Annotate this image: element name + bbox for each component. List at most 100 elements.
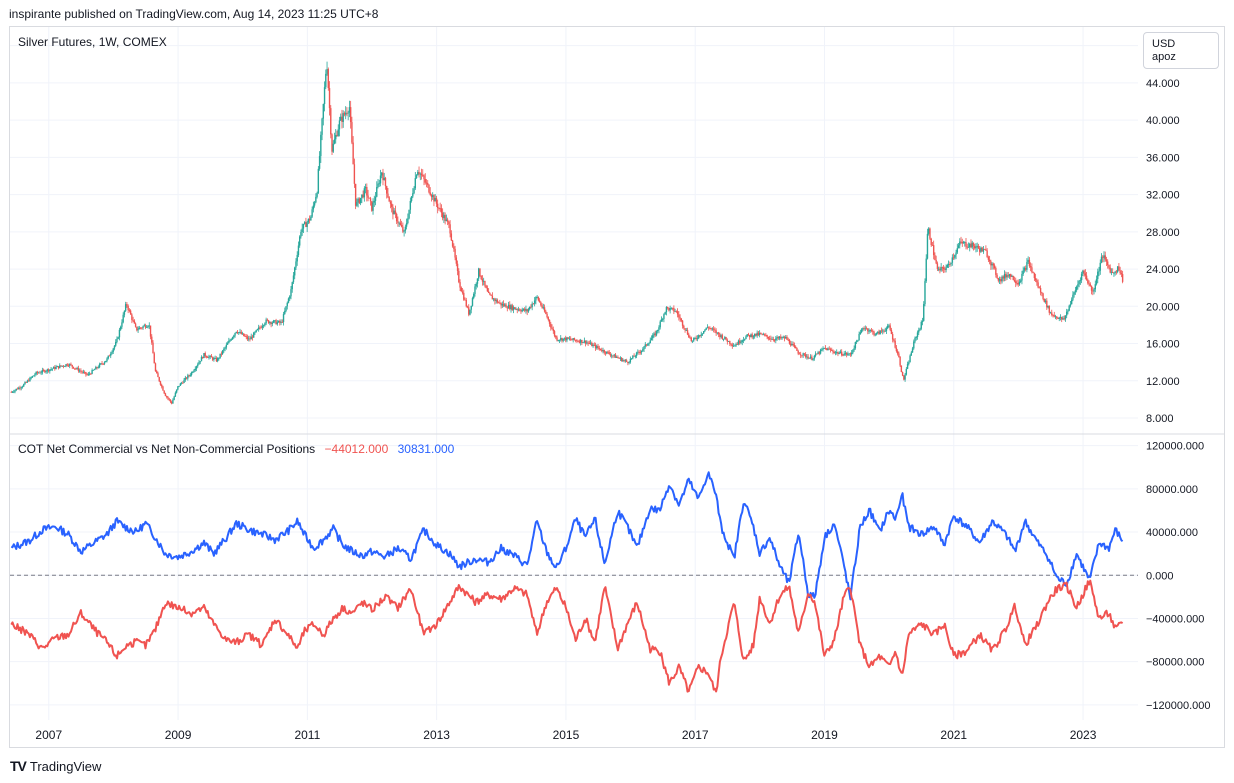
candle-body xyxy=(1094,284,1096,290)
candle-body xyxy=(709,328,711,329)
candle-body xyxy=(1052,314,1054,316)
candle-body xyxy=(66,364,68,366)
candle-body xyxy=(32,375,35,377)
candle-body xyxy=(874,334,876,336)
candle-body xyxy=(666,306,669,308)
candle-body xyxy=(716,332,719,334)
candle-body xyxy=(424,179,426,183)
candle-body xyxy=(1051,312,1053,315)
candle-body xyxy=(756,332,758,336)
candle-body xyxy=(1034,278,1037,281)
candle-body xyxy=(372,202,374,211)
candle-body xyxy=(11,391,14,393)
candle-body xyxy=(10,391,12,393)
candle-body xyxy=(970,243,972,248)
candle-body xyxy=(193,370,195,373)
candle-body xyxy=(528,306,531,310)
candle-body xyxy=(908,362,910,365)
candle-body xyxy=(937,268,940,270)
candle-body xyxy=(704,329,706,332)
candle-body xyxy=(270,322,272,324)
candle-body xyxy=(612,355,614,357)
candle-body xyxy=(402,226,404,232)
candle-body xyxy=(803,353,806,355)
candle-body xyxy=(60,365,62,367)
candle-body xyxy=(491,295,494,300)
candle-body xyxy=(949,264,951,265)
candle-body xyxy=(592,344,594,347)
candle-body xyxy=(281,321,283,323)
candle-body xyxy=(418,171,420,175)
candle-body xyxy=(432,195,434,197)
indicator-legend[interactable]: COT Net Commercial vs Net Non-Commercial… xyxy=(18,442,454,456)
candle-body xyxy=(560,338,562,340)
candle-body xyxy=(720,335,722,337)
candle-body xyxy=(92,369,95,371)
candle-body xyxy=(929,228,931,239)
candle-body xyxy=(898,353,900,357)
candle-body xyxy=(1078,281,1080,285)
candle-body xyxy=(449,224,451,234)
candle-body xyxy=(471,298,474,306)
candle-body xyxy=(1018,281,1021,285)
candle-body xyxy=(586,342,588,344)
candle-body xyxy=(67,365,70,367)
candle-body xyxy=(505,304,507,308)
candle-body xyxy=(531,303,533,308)
candle-body xyxy=(959,241,961,246)
candle-body xyxy=(1057,317,1059,319)
candle-body xyxy=(354,183,357,206)
candle-body xyxy=(548,319,551,324)
candle-body xyxy=(301,228,303,233)
candle-body xyxy=(1041,292,1043,294)
candle-body xyxy=(955,252,957,255)
candle-body xyxy=(393,210,395,215)
candle-body xyxy=(102,363,104,365)
candle-body xyxy=(262,325,265,327)
candle-body xyxy=(896,351,899,354)
candle-body xyxy=(436,203,439,208)
candle-body xyxy=(761,333,763,335)
candle-body xyxy=(85,372,87,375)
candle-body xyxy=(596,346,598,349)
candle-body xyxy=(1016,283,1018,284)
candle-body xyxy=(512,307,515,310)
currency-unit-box[interactable]: USD apoz xyxy=(1143,32,1219,69)
candle-body xyxy=(405,223,408,227)
candle-body xyxy=(260,327,262,329)
candle-body xyxy=(558,339,561,341)
candle-body xyxy=(693,338,695,341)
candle-body xyxy=(915,337,917,338)
tradingview-logo[interactable]: TV TradingView xyxy=(10,758,101,774)
candle-body xyxy=(758,333,761,336)
candle-body xyxy=(494,298,496,301)
candle-body xyxy=(80,370,82,372)
candle-body xyxy=(739,340,741,343)
candle-body xyxy=(366,186,368,196)
candle-body xyxy=(809,356,812,358)
candle-body xyxy=(1043,298,1046,302)
candle-body xyxy=(315,196,317,203)
candle-body xyxy=(576,340,578,342)
candle-body xyxy=(981,247,983,252)
candle-body xyxy=(763,334,766,336)
candle-body xyxy=(715,330,717,334)
candle-body xyxy=(930,238,932,245)
candle-body xyxy=(1064,315,1067,320)
candle-body xyxy=(747,334,750,336)
candle-body xyxy=(855,341,858,343)
candle-body xyxy=(387,193,389,198)
candle-body xyxy=(394,210,397,214)
symbol-title[interactable]: Silver Futures, 1W, COMEX xyxy=(18,35,167,49)
candle-body xyxy=(219,353,221,359)
candle-body xyxy=(107,355,109,359)
candle-body xyxy=(93,369,96,371)
candle-body xyxy=(678,314,680,318)
candle-body xyxy=(485,285,487,289)
candle-body xyxy=(668,307,670,311)
candle-body xyxy=(1095,279,1098,285)
candle-body xyxy=(90,373,92,375)
candle-body xyxy=(878,331,880,335)
candle-body xyxy=(446,219,449,222)
